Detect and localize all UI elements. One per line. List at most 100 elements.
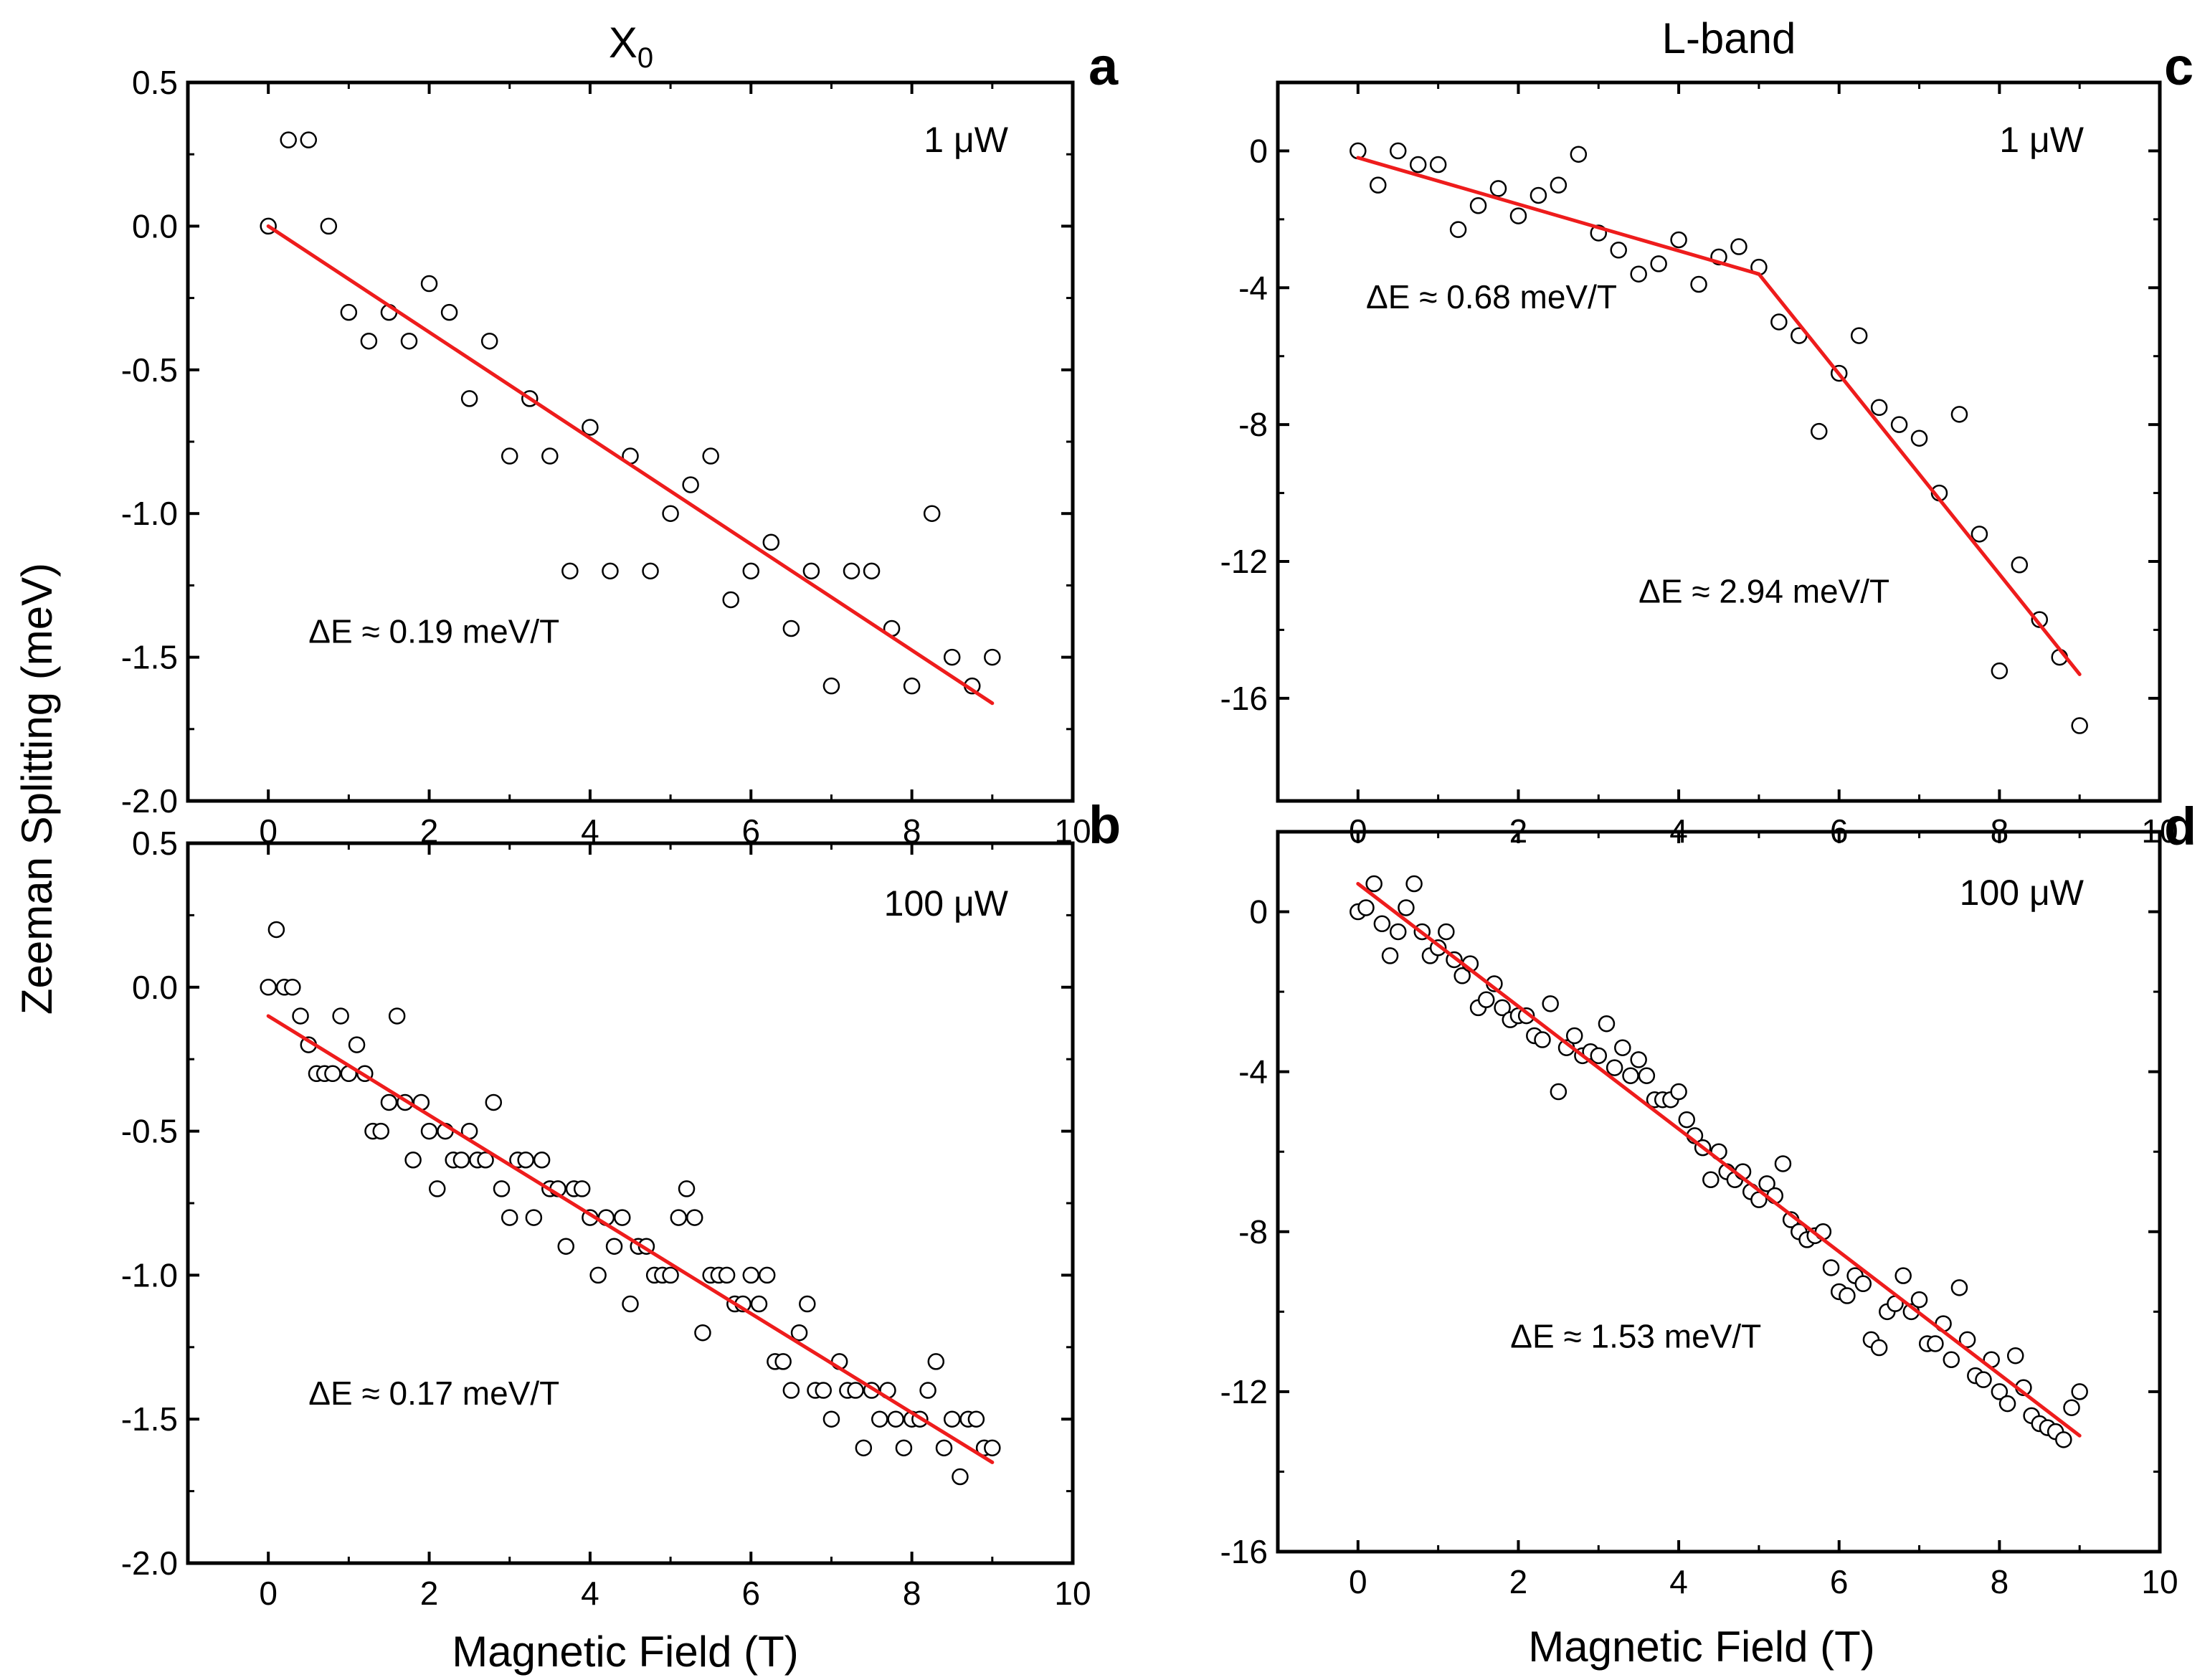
- data-point: [1870, 1339, 1888, 1357]
- data-point: [420, 275, 438, 293]
- data-point: [799, 1295, 816, 1313]
- data-point: [1409, 156, 1427, 174]
- data-point: [1927, 1335, 1944, 1352]
- y-tick-label: -1.5: [121, 639, 178, 676]
- y-tick-label: -2.0: [121, 1544, 178, 1582]
- y-tick-label: -1.0: [121, 495, 178, 532]
- data-point: [517, 1152, 534, 1169]
- data-point: [1381, 947, 1399, 964]
- data-point: [1598, 1015, 1616, 1033]
- data-point: [573, 1180, 591, 1197]
- data-point: [1365, 875, 1383, 893]
- data-point: [1542, 995, 1559, 1012]
- data-point: [1534, 1031, 1551, 1048]
- y-tick-label: -4: [1238, 1053, 1268, 1091]
- data-point: [1822, 1259, 1840, 1276]
- data-point: [967, 1410, 985, 1428]
- data-point: [774, 1353, 792, 1370]
- data-point: [742, 562, 760, 580]
- data-point: [1774, 1155, 1792, 1172]
- data-point: [1489, 180, 1507, 197]
- data-point: [2006, 1347, 2024, 1365]
- data-point: [670, 1209, 688, 1226]
- x-tick-label: 4: [1669, 1563, 1688, 1600]
- data-point: [919, 1382, 936, 1399]
- x-tick-label: 0: [259, 1575, 278, 1612]
- data-point: [642, 562, 659, 580]
- data-point: [1550, 176, 1568, 194]
- data-point: [1630, 265, 1647, 283]
- data-point: [380, 1093, 398, 1111]
- data-point: [1943, 1351, 1960, 1369]
- data-point: [952, 1468, 969, 1486]
- data-point: [2063, 1399, 2080, 1416]
- fit-line: [1356, 882, 2082, 1438]
- data-point: [935, 1439, 953, 1457]
- data-point: [895, 1439, 913, 1457]
- plot-frame: [1276, 830, 2162, 1554]
- data-point: [1758, 1175, 1775, 1192]
- x-tick-label: 6: [1830, 1563, 1849, 1600]
- panel-letter-c: c: [2164, 37, 2194, 96]
- data-point: [782, 1382, 800, 1399]
- data-point: [300, 131, 318, 148]
- data-point: [943, 1410, 961, 1428]
- data-point: [887, 1410, 904, 1428]
- x-tick-label: 10: [2141, 1563, 2178, 1600]
- y-tick-label: -8: [1238, 406, 1268, 443]
- data-point: [718, 1266, 736, 1284]
- data-point: [561, 562, 579, 580]
- data-point: [1622, 1067, 1639, 1084]
- x-tick-label: 8: [903, 1575, 921, 1612]
- panel-letter-a: a: [1089, 37, 1119, 96]
- column-title-left-subscript: 0: [637, 42, 653, 74]
- panel-d: 0 2 4 6 8 10 0 -4 -8 -12 -16 ΔE ≈ 1.53 meV/T 100 μW: [1220, 830, 2178, 1600]
- data-point: [1998, 1395, 2016, 1413]
- data-point: [1610, 242, 1627, 259]
- data-point: [1910, 430, 1928, 447]
- data-point: [1854, 1275, 1872, 1293]
- power-label: 1 μW: [924, 120, 1009, 160]
- x-tick-label: 4: [581, 1575, 599, 1612]
- data-point: [388, 1007, 406, 1025]
- data-point: [843, 562, 860, 580]
- data-point: [1517, 1007, 1535, 1025]
- data-point: [292, 1007, 309, 1025]
- data-point: [440, 303, 458, 321]
- y-tick-label: 0: [1249, 132, 1268, 169]
- plot-frame: [1276, 80, 2162, 803]
- data-point: [605, 1238, 623, 1255]
- slope-annotation: ΔE ≈ 0.17 meV/T: [308, 1375, 559, 1412]
- data-point: [1958, 1331, 1976, 1349]
- data-point: [1638, 1067, 1656, 1084]
- data-point: [750, 1295, 768, 1313]
- y-tick-label: -16: [1220, 680, 1268, 717]
- data-point: [1975, 1371, 1992, 1388]
- data-point: [1398, 899, 1415, 916]
- data-point: [1494, 999, 1511, 1017]
- panel-letter-d: d: [2164, 797, 2196, 856]
- y-tick-label: 0.5: [132, 825, 178, 862]
- y-tick-label: 0.0: [132, 207, 178, 245]
- data-point: [1530, 186, 1547, 204]
- y-tick-label: -8: [1238, 1213, 1268, 1250]
- data-point: [324, 1065, 341, 1083]
- data-point: [662, 1266, 679, 1284]
- data-point: [267, 921, 285, 939]
- data-point: [762, 533, 780, 551]
- y-tick-label: -2.0: [121, 782, 178, 820]
- data-point: [1850, 327, 1868, 344]
- panel-a: 0 2 4 6 8 100.50.0-0.5-1.0-1.5-2.0ΔE ≈ 0.19 m…: [121, 64, 1091, 850]
- y-tick-label: 0.0: [132, 969, 178, 1006]
- data-point: [2071, 717, 2088, 734]
- data-point: [1991, 1383, 2009, 1400]
- data-point: [682, 476, 699, 493]
- data-point: [1894, 1267, 1912, 1284]
- data-point: [927, 1353, 945, 1370]
- data-point: [602, 562, 619, 580]
- data-point: [871, 1410, 888, 1428]
- y-tick-label: -0.5: [121, 351, 178, 389]
- data-point: [1839, 1287, 1856, 1304]
- data-point: [1650, 255, 1667, 272]
